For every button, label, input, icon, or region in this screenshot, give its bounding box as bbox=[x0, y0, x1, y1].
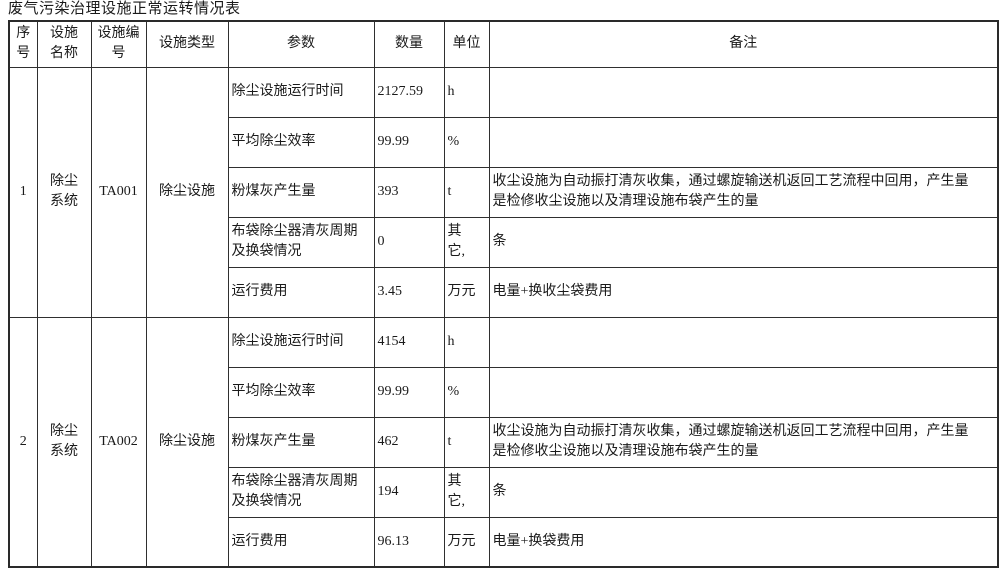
cell-note: 条 bbox=[488, 466, 999, 518]
cell-unit: 万元 bbox=[443, 516, 490, 568]
cell-qty: 194 bbox=[373, 466, 445, 518]
cell-qty: 4154 bbox=[373, 316, 445, 368]
table-row: 粉煤灰产生量 393 t 收尘设施为自动振打清灰收集，通过螺旋输送机返回工艺流程… bbox=[9, 166, 999, 218]
col-header-note: 备注 bbox=[488, 20, 999, 68]
cell-unit: 其 它, bbox=[443, 216, 490, 268]
page-title: 废气污染治理设施正常运转情况表 bbox=[8, 1, 241, 17]
cell-facility-type: 除尘设施 bbox=[145, 316, 229, 568]
cell-note: 电量+换收尘袋费用 bbox=[488, 266, 999, 318]
cell-note: 收尘设施为自动振打清灰收集，通过螺旋输送机返回工艺流程中回用，产生量 是检修收尘… bbox=[488, 166, 999, 218]
cell-note bbox=[488, 116, 999, 168]
cell-qty: 462 bbox=[373, 416, 445, 468]
cell-unit: % bbox=[443, 116, 490, 168]
cell-param: 运行费用 bbox=[227, 516, 375, 568]
table-row: 运行费用 96.13 万元 电量+换袋费用 bbox=[9, 516, 999, 568]
cell-unit: h bbox=[443, 66, 490, 118]
header-row: 序 号 设施 名称 设施编 号 设施类型 参数 数量 单位 备注 bbox=[8, 20, 999, 68]
cell-seq: 1 bbox=[8, 66, 38, 318]
cell-param: 除尘设施运行时间 bbox=[227, 316, 375, 368]
col-header-facility-code: 设施编 号 bbox=[90, 20, 147, 68]
col-header-seq: 序 号 bbox=[8, 20, 38, 68]
col-header-facility-type: 设施类型 bbox=[145, 20, 229, 68]
cell-note: 电量+换袋费用 bbox=[488, 516, 999, 568]
table-row: 布袋除尘器清灰周期 及换袋情况 194 其 它, 条 bbox=[9, 466, 999, 518]
table-row: 布袋除尘器清灰周期 及换袋情况 0 其 它, 条 bbox=[9, 216, 999, 268]
cell-unit: t bbox=[443, 416, 490, 468]
cell-qty: 0 bbox=[373, 216, 445, 268]
table-row: 2 除尘 系统 TA002 除尘设施 除尘设施运行时间 4154 h bbox=[8, 316, 999, 568]
cell-param: 运行费用 bbox=[227, 266, 375, 318]
table-row: 1 除尘 系统 TA001 除尘设施 除尘设施运行时间 2127.59 h bbox=[8, 66, 999, 318]
cell-unit: h bbox=[443, 316, 490, 368]
operation-status-table: 序 号 设施 名称 设施编 号 设施类型 参数 数量 单位 备注 1 除尘 系统… bbox=[8, 20, 999, 568]
cell-facility-type: 除尘设施 bbox=[145, 66, 229, 318]
cell-seq: 2 bbox=[8, 316, 38, 568]
table-row: 运行费用 3.45 万元 电量+换收尘袋费用 bbox=[9, 266, 999, 318]
cell-note: 收尘设施为自动振打清灰收集，通过螺旋输送机返回工艺流程中回用，产生量 是检修收尘… bbox=[488, 416, 999, 468]
cell-param: 平均除尘效率 bbox=[227, 116, 375, 168]
cell-note bbox=[488, 66, 999, 118]
col-header-param: 参数 bbox=[227, 20, 375, 68]
cell-qty: 393 bbox=[373, 166, 445, 218]
table-row: 平均除尘效率 99.99 % bbox=[9, 366, 999, 418]
cell-param: 布袋除尘器清灰周期 及换袋情况 bbox=[227, 216, 375, 268]
cell-param: 布袋除尘器清灰周期 及换袋情况 bbox=[227, 466, 375, 518]
cell-qty: 2127.59 bbox=[373, 66, 445, 118]
cell-qty: 96.13 bbox=[373, 516, 445, 568]
cell-note bbox=[488, 316, 999, 368]
cell-param: 粉煤灰产生量 bbox=[227, 166, 375, 218]
cell-facility-name: 除尘 系统 bbox=[36, 316, 92, 568]
cell-qty: 99.99 bbox=[373, 366, 445, 418]
cell-unit: t bbox=[443, 166, 490, 218]
cell-qty: 99.99 bbox=[373, 116, 445, 168]
col-header-qty: 数量 bbox=[373, 20, 445, 68]
cell-unit: % bbox=[443, 366, 490, 418]
col-header-unit: 单位 bbox=[443, 20, 490, 68]
cell-param: 粉煤灰产生量 bbox=[227, 416, 375, 468]
cell-unit: 其 它, bbox=[443, 466, 490, 518]
cell-param: 平均除尘效率 bbox=[227, 366, 375, 418]
cell-note bbox=[488, 366, 999, 418]
cell-note: 条 bbox=[488, 216, 999, 268]
cell-param: 除尘设施运行时间 bbox=[227, 66, 375, 118]
col-header-facility-name: 设施 名称 bbox=[36, 20, 92, 68]
cell-qty: 3.45 bbox=[373, 266, 445, 318]
cell-unit: 万元 bbox=[443, 266, 490, 318]
cell-facility-code: TA001 bbox=[90, 66, 147, 318]
cell-facility-code: TA002 bbox=[90, 316, 147, 568]
cell-facility-name: 除尘 系统 bbox=[36, 66, 92, 318]
